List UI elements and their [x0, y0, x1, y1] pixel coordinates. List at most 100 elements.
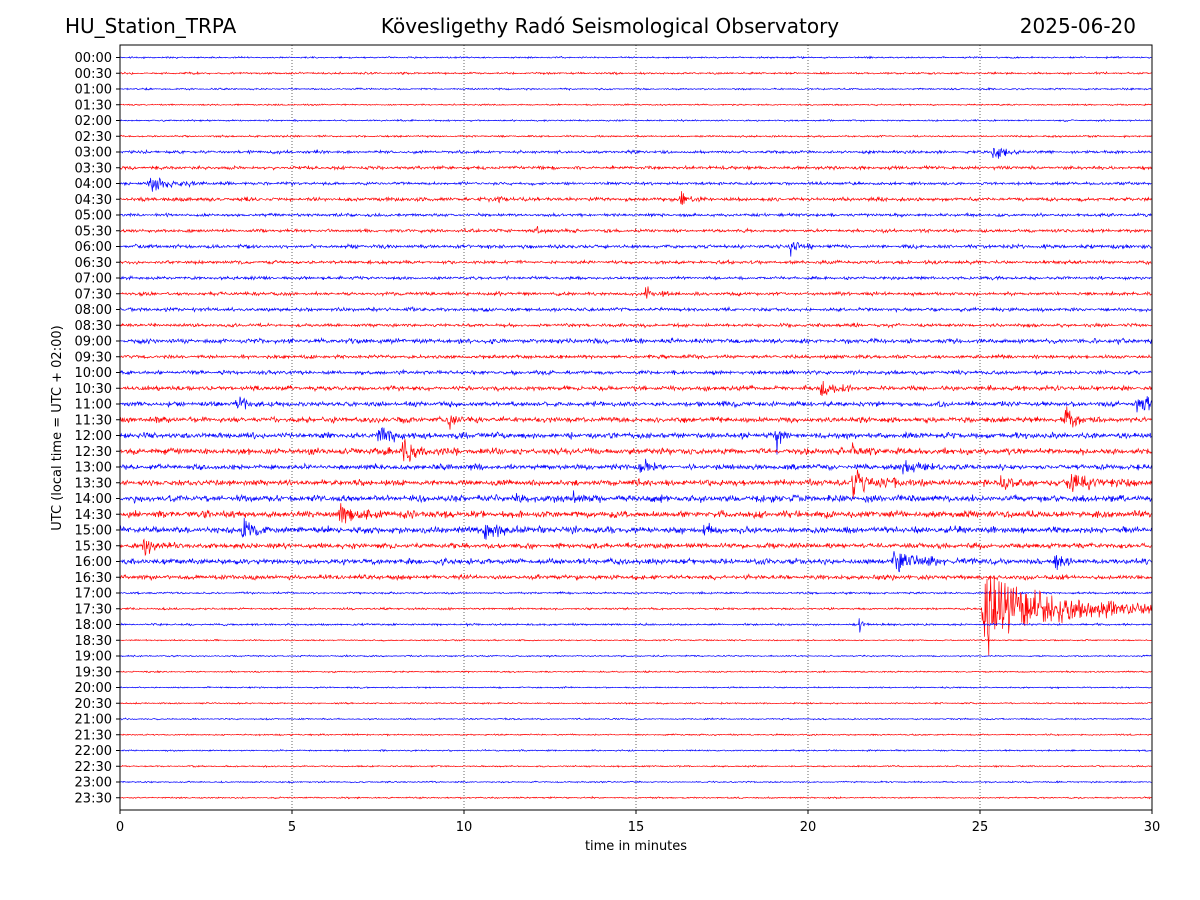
row-label-1600: 16:00: [75, 555, 112, 570]
x-axis-label: time in minutes: [585, 839, 687, 854]
row-label-2300: 23:00: [75, 776, 112, 791]
trace-0130: [120, 103, 1152, 107]
trace-0430: [119, 191, 1152, 205]
grid-lines: [291, 45, 981, 810]
row-label-0030: 00:30: [75, 67, 112, 82]
chart-date: 2025-06-20: [1019, 14, 1136, 38]
row-label-1700: 17:00: [75, 587, 112, 602]
trace-2100: [119, 717, 1152, 721]
row-label-0300: 03:00: [75, 146, 112, 161]
trace-0700: [119, 275, 1152, 281]
trace-0100: [119, 87, 1152, 91]
row-label-1800: 18:00: [75, 618, 112, 633]
row-label-0630: 06:30: [75, 256, 112, 271]
row-label-1100: 11:00: [75, 398, 112, 413]
x-tick-label-25: 25: [972, 820, 989, 835]
trace-1530: [119, 538, 1152, 557]
trace-1430: [119, 503, 1152, 524]
trace-1130: [119, 406, 1152, 430]
trace-0930: [119, 353, 1152, 361]
trace-1900: [119, 654, 1152, 658]
trace-0000: [119, 55, 1152, 60]
row-label-1730: 17:30: [75, 602, 112, 617]
row-label-0200: 02:00: [75, 114, 112, 129]
row-label-0800: 08:00: [75, 303, 112, 318]
row-label-1630: 16:30: [75, 571, 112, 586]
station-name: HU_Station_TRPA: [65, 14, 237, 38]
trace-0500: [119, 212, 1152, 219]
row-label-0000: 00:00: [75, 51, 112, 66]
row-label-1430: 14:30: [75, 508, 112, 523]
row-label-0230: 02:30: [75, 130, 112, 145]
trace-0230: [120, 134, 1152, 139]
row-label-2000: 20:00: [75, 681, 112, 696]
trace-0730: [119, 286, 1152, 299]
x-axis-ticks: 0 5 10 15 20 25 30: [116, 810, 1160, 835]
row-label-1330: 13:30: [75, 476, 112, 491]
x-tick-label-30: 30: [1144, 820, 1161, 835]
x-tick-label-15: 15: [628, 820, 645, 835]
seismic-traces: [119, 55, 1152, 800]
observatory-title: Kövesligethy Radó Seismological Observat…: [380, 14, 840, 38]
row-label-0730: 07:30: [75, 287, 112, 302]
trace-0630: [119, 259, 1152, 266]
row-label-0830: 08:30: [75, 319, 112, 334]
trace-0800: [119, 306, 1152, 314]
row-label-1000: 10:00: [75, 366, 112, 381]
trace-2200: [119, 748, 1152, 753]
trace-0900: [119, 336, 1152, 346]
row-label-0100: 01:00: [75, 83, 112, 98]
row-label-1900: 19:00: [75, 650, 112, 665]
row-label-1830: 18:30: [75, 634, 112, 649]
row-label-1230: 12:30: [75, 445, 112, 460]
trace-1300: [119, 458, 1152, 475]
trace-2000: [119, 685, 1152, 690]
trace-2230: [119, 764, 1152, 768]
trace-0200: [119, 118, 1152, 123]
trace-0300: [119, 147, 1152, 159]
row-label-0930: 09:30: [75, 350, 112, 365]
row-label-2230: 22:30: [75, 760, 112, 775]
row-label-1030: 10:30: [75, 382, 112, 397]
trace-2130: [119, 733, 1152, 737]
x-tick-label-20: 20: [800, 820, 817, 835]
trace-2330: [119, 795, 1152, 800]
trace-1600: [119, 551, 1152, 573]
row-label-0500: 05:00: [75, 209, 112, 224]
x-tick-label-10: 10: [456, 820, 473, 835]
row-label-1400: 14:00: [75, 492, 112, 507]
trace-1700: [119, 590, 1152, 596]
x-tick-label-5: 5: [288, 820, 296, 835]
row-label-1300: 13:00: [75, 461, 112, 476]
row-label-0900: 09:00: [75, 335, 112, 350]
row-label-2030: 20:30: [75, 697, 112, 712]
trace-0400: [119, 177, 1152, 192]
row-label-2330: 23:30: [75, 791, 112, 806]
row-label-1930: 19:30: [75, 665, 112, 680]
trace-2300: [119, 780, 1152, 784]
row-label-2130: 21:30: [75, 728, 112, 743]
row-label-2200: 22:00: [75, 744, 112, 759]
trace-1400: [119, 490, 1152, 505]
trace-0830: [119, 321, 1152, 329]
x-tick-label-0: 0: [116, 820, 124, 835]
trace-1630: [119, 573, 1152, 582]
row-label-1530: 15:30: [75, 539, 112, 554]
trace-1030: [119, 380, 1152, 397]
row-label-0530: 05:30: [75, 224, 112, 239]
trace-1100: [119, 396, 1152, 413]
trace-1830: [119, 638, 1152, 642]
row-label-0700: 07:00: [75, 272, 112, 287]
trace-1730: [119, 575, 1152, 656]
row-label-0600: 06:00: [75, 240, 112, 255]
trace-1500: [119, 517, 1152, 540]
y-axis-label: UTC (local time = UTC + 02:00): [50, 325, 65, 530]
row-label-0430: 04:30: [75, 193, 112, 208]
trace-1330: [119, 469, 1152, 500]
row-label-0130: 01:30: [75, 98, 112, 113]
trace-1000: [119, 368, 1152, 377]
trace-0030: [119, 70, 1152, 76]
trace-1800: [119, 618, 1152, 633]
trace-0600: [119, 241, 1152, 257]
row-label-0330: 03:30: [75, 161, 112, 176]
